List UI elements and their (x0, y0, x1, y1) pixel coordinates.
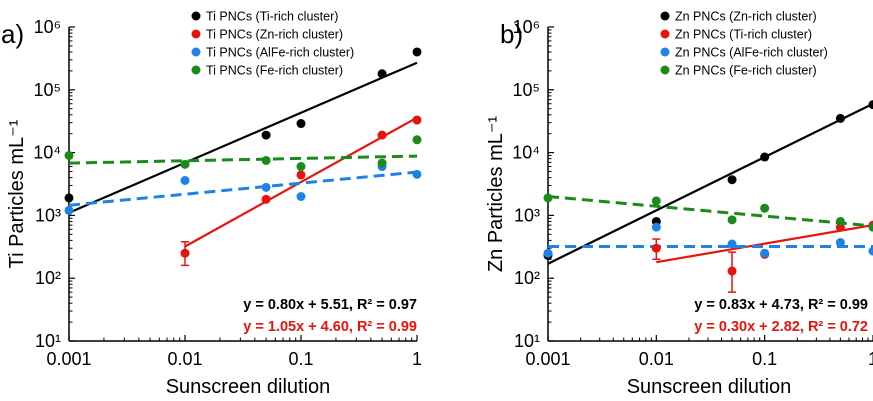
data-point-series-3 (835, 216, 845, 226)
data-point-series-2 (64, 205, 74, 215)
x-tick-label: 0.1 (288, 349, 313, 369)
data-point-series-1 (727, 266, 737, 276)
data-point-series-3 (543, 193, 553, 203)
x-tick-label: 0.001 (525, 349, 570, 369)
data-point-series-3 (412, 135, 422, 145)
legend-marker (191, 65, 201, 75)
data-point-series-3 (377, 158, 387, 168)
data-point-series-2 (868, 246, 873, 256)
y-tick-label: 10⁴ (512, 143, 540, 163)
x-tick-label: 1 (868, 349, 873, 369)
legend-label: Ti PNCs (Fe-rich cluster) (206, 64, 343, 78)
legend-label: Zn PNCs (Ti-rich cluster) (675, 28, 812, 42)
data-point-series-0 (835, 113, 845, 123)
data-point-series-3 (651, 196, 661, 206)
chart-panel-b: 10¹ 10² 10³ 10⁴ 10⁵ 10⁶ 0.001 0.01 0.1 1 Sunscreen… (485, 10, 873, 398)
data-point-series-0 (377, 69, 387, 79)
legend-marker (660, 65, 670, 75)
x-tick-label: 1 (412, 349, 422, 369)
data-point-series-3 (180, 159, 190, 169)
x-axis-title: Sunscreen dilution (166, 376, 331, 398)
fit-equation: y = 1.05x + 4.60, R² = 0.99 (243, 319, 417, 335)
data-point-series-2 (261, 182, 271, 192)
legend-marker (191, 11, 201, 21)
y-tick-label: 10⁶ (34, 17, 61, 37)
legend-label: Zn PNCs (Zn-rich cluster) (675, 10, 817, 24)
y-axis-title: Ti Particles mL⁻¹ (6, 119, 28, 268)
y-tick-label: 10⁶ (513, 17, 540, 37)
fit-line-series-0 (68, 61, 418, 214)
data-point-series-2 (296, 191, 306, 201)
data-point-series-1 (651, 243, 661, 253)
data-point-series-3 (296, 162, 306, 172)
data-point-series-0 (868, 100, 873, 110)
y-tick-label: 10⁴ (33, 143, 61, 163)
y-tick-label: 10¹ (514, 331, 540, 351)
data-point-series-2 (651, 222, 661, 232)
data-point-series-0 (64, 193, 74, 203)
data-point-series-3 (760, 203, 770, 213)
y-axis-title: Zn Particles mL⁻¹ (485, 116, 507, 272)
data-point-series-2 (412, 169, 422, 179)
y-tick-label: 10¹ (35, 331, 61, 351)
fit-line-series-3 (547, 195, 873, 228)
data-point-series-0 (727, 175, 737, 185)
chart-panel-a: 10¹ 10² 10³ 10⁴ 10⁵ 10⁶ 0.001 0.01 0.1 1 Sunscreen… (1, 10, 422, 399)
data-point-series-2 (180, 175, 190, 185)
data-point-series-2 (835, 238, 845, 248)
legend-label: Ti PNCs (Ti-rich cluster) (206, 10, 338, 24)
x-tick-label: 0.01 (639, 349, 674, 369)
y-tick-label: 10² (35, 268, 61, 288)
data-point-series-3 (261, 155, 271, 165)
legend-label: Zn PNCs (Fe-rich cluster) (675, 64, 817, 78)
data-point-series-0 (296, 119, 306, 129)
x-tick-label: 0.01 (167, 349, 202, 369)
data-point-series-1 (261, 194, 271, 204)
legend-marker (191, 47, 201, 57)
data-point-series-2 (760, 248, 770, 258)
data-point-series-1 (296, 170, 306, 180)
fit-equation: y = 0.83x + 4.73, R² = 0.99 (694, 297, 868, 313)
x-tick-label: 0.001 (46, 349, 91, 369)
data-point-series-1 (377, 130, 387, 140)
legend-marker (660, 11, 670, 21)
legend-label: Zn PNCs (AlFe-rich cluster) (675, 46, 828, 60)
data-point-series-2 (727, 239, 737, 249)
data-point-series-2 (543, 248, 553, 258)
fit-equation: y = 0.30x + 2.82, R² = 0.72 (694, 319, 868, 335)
data-point-series-1 (180, 248, 190, 258)
data-point-series-1 (412, 115, 422, 125)
data-point-series-0 (412, 47, 422, 57)
data-point-series-3 (868, 222, 873, 232)
y-tick-label: 10⁵ (513, 80, 540, 100)
x-tick-label: 0.1 (752, 349, 777, 369)
panel-label: b) (500, 19, 523, 49)
data-point-series-0 (261, 130, 271, 140)
fit-line-series-0 (547, 102, 873, 265)
fit-line-series-2 (68, 170, 418, 207)
legend-label: Ti PNCs (AlFe-rich cluster) (206, 46, 354, 60)
y-tick-label: 10³ (514, 205, 540, 225)
fit-line-series-3 (68, 154, 418, 165)
data-point-series-3 (64, 150, 74, 160)
data-point-series-3 (727, 215, 737, 225)
fit-line-series-1 (184, 116, 418, 248)
x-axis-title: Sunscreen dilution (627, 376, 792, 398)
y-tick-label: 10³ (35, 205, 61, 225)
legend-marker (191, 29, 201, 39)
panel-label: a) (1, 19, 24, 49)
fit-line-series-1 (656, 224, 873, 264)
data-point-series-0 (760, 152, 770, 162)
legend-marker (660, 47, 670, 57)
y-tick-label: 10² (514, 268, 540, 288)
legend-marker (660, 29, 670, 39)
legend-label: Ti PNCs (Zn-rich cluster) (206, 28, 343, 42)
y-tick-label: 10⁵ (34, 80, 61, 100)
fit-equation: y = 0.80x + 5.51, R² = 0.97 (243, 297, 417, 313)
